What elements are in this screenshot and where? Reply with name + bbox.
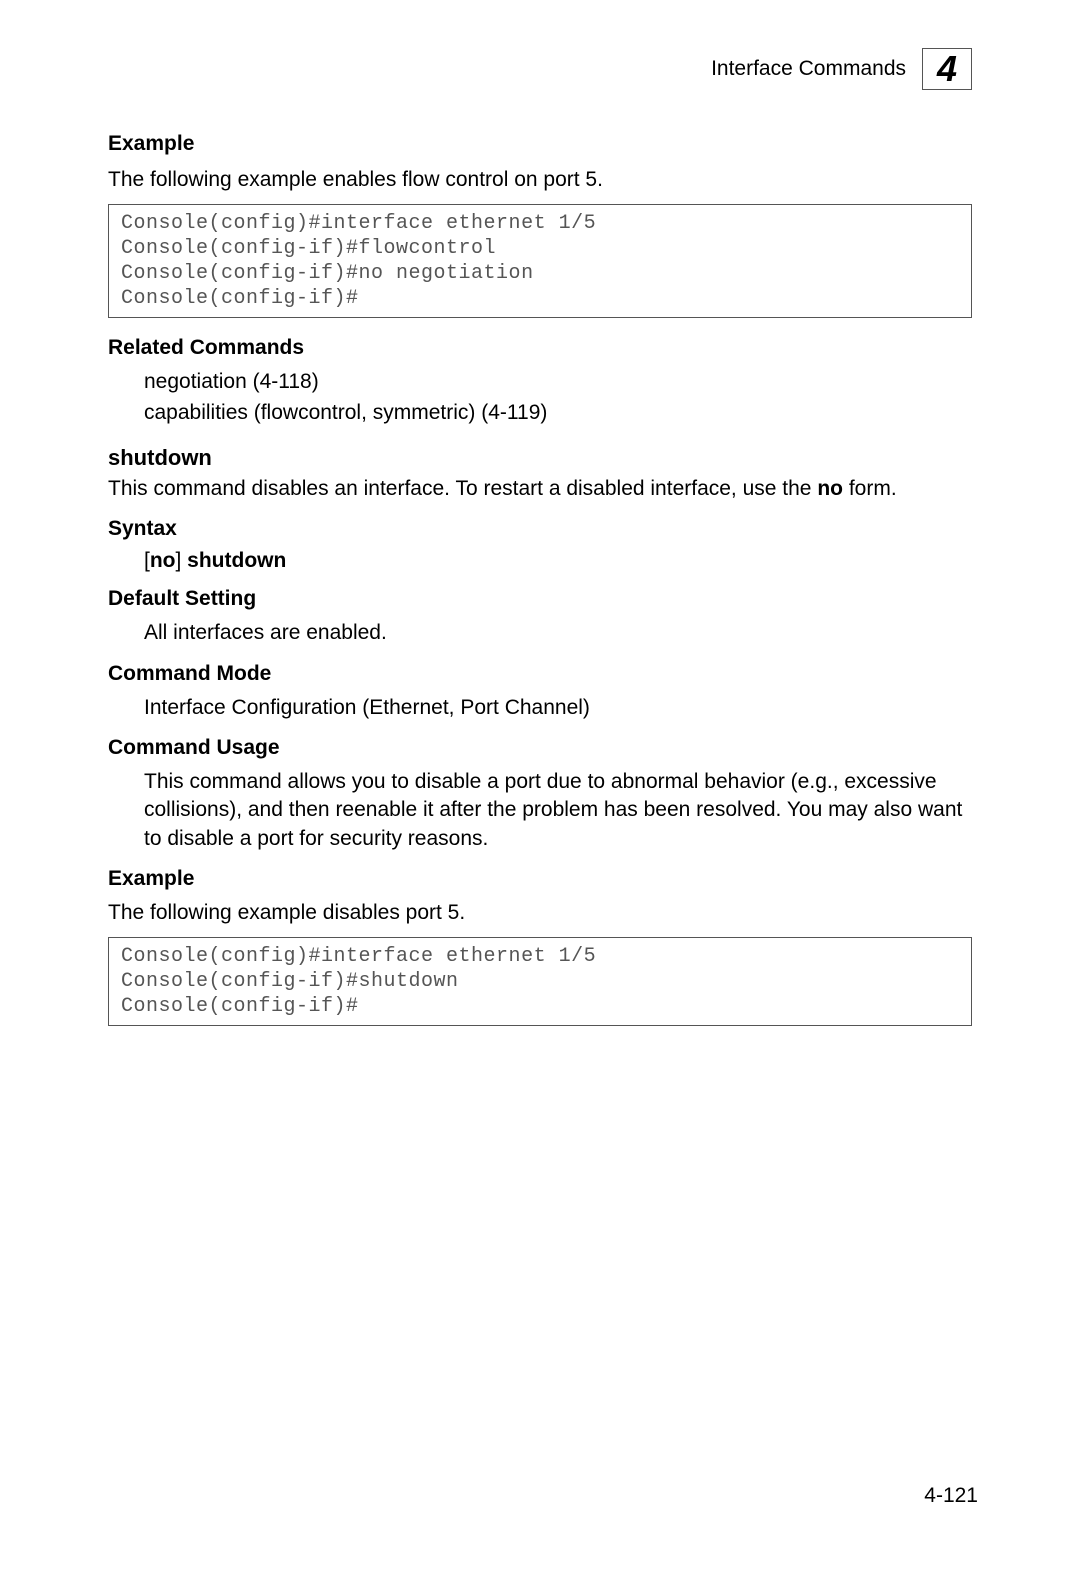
shutdown-desc-bold: no <box>817 477 843 500</box>
code-block-2: Console(config)#interface ethernet 1/5 C… <box>108 937 972 1026</box>
command-usage-text: This command allows you to disable a por… <box>144 768 972 853</box>
default-setting-text: All interfaces are enabled. <box>144 619 972 647</box>
related-command-2: capabilities (flowcontrol, symmetric) (4… <box>144 399 972 427</box>
chapter-badge: 4 <box>922 48 972 90</box>
chapter-number: 4 <box>937 51 957 87</box>
code-block-1: Console(config)#interface ethernet 1/5 C… <box>108 204 972 318</box>
default-setting-heading: Default Setting <box>108 587 972 611</box>
example-intro-2: The following example disables port 5. <box>108 899 972 927</box>
shutdown-title: shutdown <box>108 445 972 471</box>
example-heading-1: Example <box>108 132 972 156</box>
shutdown-desc-suffix: form. <box>843 477 897 500</box>
page-container: Interface Commands 4 Example The followi… <box>0 0 1080 1092</box>
example-intro-1: The following example enables flow contr… <box>108 166 972 194</box>
header-title: Interface Commands <box>711 57 906 81</box>
command-mode-heading: Command Mode <box>108 662 972 686</box>
page-header: Interface Commands 4 <box>108 48 972 90</box>
shutdown-desc-prefix: This command disables an interface. To r… <box>108 477 817 500</box>
page-number: 4-121 <box>924 1484 978 1508</box>
shutdown-description: This command disables an interface. To r… <box>108 475 972 503</box>
syntax-no: no <box>150 549 176 572</box>
related-command-1: negotiation (4-118) <box>144 368 972 396</box>
example-heading-2: Example <box>108 867 972 891</box>
command-mode-text: Interface Configuration (Ethernet, Port … <box>144 694 972 722</box>
syntax-line: [no] shutdown <box>144 549 972 573</box>
syntax-command: shutdown <box>181 549 286 572</box>
related-commands-heading: Related Commands <box>108 336 972 360</box>
command-usage-heading: Command Usage <box>108 736 972 760</box>
syntax-heading: Syntax <box>108 517 972 541</box>
